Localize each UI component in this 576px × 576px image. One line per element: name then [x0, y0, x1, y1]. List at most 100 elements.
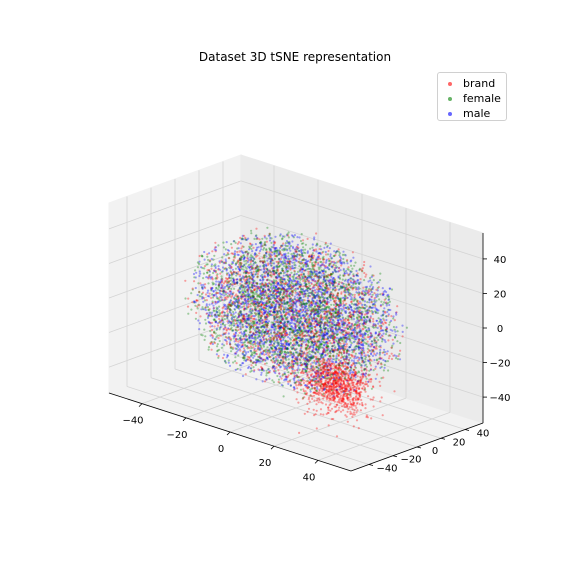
- scatter-point: [328, 360, 331, 363]
- scatter-point: [345, 355, 348, 358]
- scatter-point: [289, 249, 292, 252]
- scatter-point: [355, 387, 358, 390]
- scatter-point: [323, 327, 326, 330]
- scatter-point: [327, 273, 330, 276]
- scatter-point: [371, 303, 375, 307]
- scatter-point: [310, 253, 313, 256]
- scatter-point: [364, 303, 367, 307]
- scatter-point: [262, 287, 265, 290]
- scatter-point: [223, 338, 226, 341]
- scatter-point: [258, 287, 261, 290]
- scatter-point: [310, 292, 313, 295]
- scatter-point: [343, 286, 346, 289]
- z-gridline-back: [240, 284, 484, 363]
- z-tick-label: 40: [494, 255, 507, 266]
- scatter-point: [227, 332, 230, 335]
- scatter-point: [287, 371, 290, 374]
- scatter-point: [346, 262, 349, 265]
- scatter-point: [346, 362, 349, 365]
- scatter-point: [329, 368, 332, 371]
- scatter-point: [234, 331, 237, 334]
- scatter-point: [277, 309, 280, 312]
- scatter-point: [344, 372, 347, 375]
- scatter-point: [352, 256, 355, 259]
- scatter-point: [206, 291, 209, 294]
- scatter-point: [266, 330, 269, 333]
- scatter-point: [270, 251, 273, 254]
- scatter-point: [383, 301, 386, 304]
- scatter-point: [299, 239, 303, 243]
- scatter-point: [349, 277, 352, 280]
- scatter-point: [214, 313, 217, 316]
- scatter-point: [350, 259, 353, 262]
- scatter-point: [191, 287, 194, 290]
- scatter-point: [217, 300, 220, 303]
- scatter-point: [327, 310, 330, 313]
- scatter-point: [203, 265, 207, 268]
- scatter-point: [296, 309, 299, 312]
- scatter-point: [322, 340, 325, 343]
- scatter-point: [298, 376, 301, 379]
- scatter-point: [303, 284, 306, 287]
- scatter-point: [191, 288, 194, 291]
- scatter-point: [365, 273, 368, 276]
- scatter-point: [326, 253, 330, 256]
- scatter-point: [227, 263, 231, 266]
- scatter-point: [271, 281, 274, 284]
- scatter-point: [226, 248, 229, 252]
- scatter-point: [220, 260, 223, 263]
- scatter-point: [369, 368, 372, 371]
- scatter-point: [218, 326, 222, 329]
- scatter-point: [208, 292, 211, 295]
- scatter-point: [319, 260, 322, 263]
- scatter-point: [232, 361, 235, 364]
- scatter-point: [347, 374, 350, 377]
- scatter-point: [352, 341, 355, 344]
- scatter-point: [340, 303, 343, 306]
- scatter-point: [289, 331, 292, 334]
- scatter-point: [320, 340, 323, 343]
- scatter-point: [282, 327, 286, 330]
- scatter-point: [287, 362, 290, 365]
- scatter-point: [266, 283, 269, 286]
- scatter-point: [379, 348, 382, 352]
- scatter-point: [241, 362, 244, 365]
- scatter-point: [228, 324, 231, 327]
- scatter-point: [276, 330, 279, 333]
- scatter-point: [340, 402, 343, 405]
- scatter-point: [203, 328, 206, 331]
- scatter-point: [238, 279, 241, 282]
- scatter-point: [314, 260, 317, 264]
- scatter-point: [201, 266, 204, 270]
- scatter-point: [345, 283, 348, 286]
- scatter-point: [290, 365, 293, 368]
- scatter-point: [270, 284, 273, 287]
- scatter-point: [218, 261, 221, 264]
- scatter-point: [327, 389, 330, 392]
- scatter-point: [242, 271, 245, 274]
- scatter-point: [298, 257, 301, 260]
- scatter-point: [289, 351, 293, 354]
- scatter-point: [287, 309, 290, 312]
- scatter-point: [370, 378, 373, 381]
- scatter-point: [282, 253, 286, 256]
- scatter-point: [382, 369, 385, 372]
- scatter-point: [363, 279, 366, 282]
- scatter-point: [284, 361, 287, 364]
- scatter-point: [251, 243, 254, 246]
- scatter-point: [206, 255, 209, 258]
- scatter-point: [235, 298, 239, 301]
- scatter-point: [307, 355, 310, 358]
- scatter-point: [266, 226, 269, 229]
- scatter-point: [307, 295, 310, 298]
- scatter-point: [306, 345, 309, 348]
- scatter-point: [322, 346, 325, 349]
- scatter-point: [329, 312, 332, 315]
- scatter-point: [337, 380, 340, 383]
- scatter-point: [194, 317, 197, 320]
- scatter-point: [247, 288, 251, 291]
- scatter-point: [278, 350, 282, 353]
- scatter-point: [327, 249, 330, 253]
- scatter-point: [287, 380, 290, 383]
- scatter-point: [251, 277, 254, 280]
